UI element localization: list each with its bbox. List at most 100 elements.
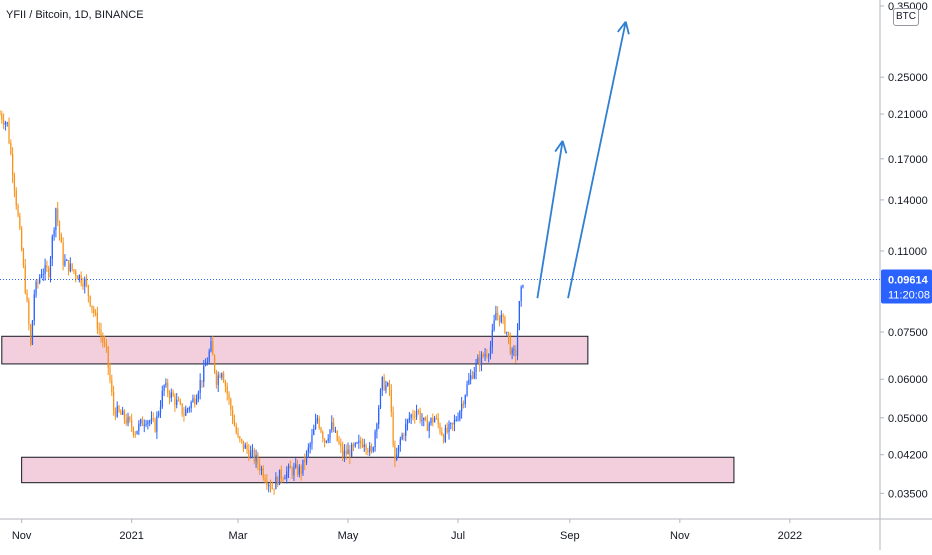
candle-body <box>480 353 483 366</box>
candle-body <box>334 430 337 432</box>
candle-body <box>482 353 484 357</box>
candle-body <box>331 422 333 430</box>
last-price-countdown: 11:20:08 <box>888 289 930 301</box>
candle-body <box>284 478 286 480</box>
candle-body <box>441 431 443 436</box>
candle-body <box>105 343 108 347</box>
candle-body <box>64 260 66 266</box>
candle-body <box>372 447 374 452</box>
candle-body <box>103 342 106 344</box>
candle-body <box>91 305 93 309</box>
candle-body <box>17 205 19 216</box>
x-tick-label: Nov <box>12 530 32 542</box>
candle-body <box>291 468 293 476</box>
candle-body <box>511 349 513 354</box>
candle-body <box>145 423 147 425</box>
x-tick-label: 2022 <box>778 530 802 542</box>
candle-body <box>87 285 89 296</box>
candle-body <box>253 449 255 462</box>
x-tick-label: 2021 <box>119 530 143 542</box>
candle-body <box>217 375 219 385</box>
candle-body <box>327 438 329 441</box>
candle-body <box>260 468 263 471</box>
candle-body <box>358 440 360 443</box>
candle-body <box>314 420 317 429</box>
candle-body <box>118 406 120 412</box>
candle-body <box>352 444 355 447</box>
x-tick-label: Jul <box>451 530 465 542</box>
candle-body <box>107 346 109 368</box>
candle-body <box>33 294 35 321</box>
candle-body <box>369 446 371 453</box>
candle-body <box>332 422 335 432</box>
candle-body <box>98 328 100 330</box>
candle-body <box>82 283 84 287</box>
candle-body <box>491 329 493 347</box>
candle-body <box>444 427 447 442</box>
candle-body <box>280 469 282 479</box>
candle-body <box>4 122 7 125</box>
candle-body <box>71 263 73 270</box>
candle-body <box>242 440 245 449</box>
candle-body <box>102 336 104 343</box>
candle-body <box>506 331 508 333</box>
candle-body <box>212 340 214 356</box>
candle-body <box>147 421 149 424</box>
candle-body <box>150 418 153 422</box>
candle-body <box>2 119 5 125</box>
candle-body <box>239 436 241 440</box>
y-tick-label: 0.03500 <box>888 488 928 500</box>
candle-body <box>259 464 261 471</box>
candle-body <box>439 424 441 432</box>
candle-body <box>500 314 502 323</box>
x-tick-label: Nov <box>670 530 690 542</box>
candle-body <box>183 414 185 416</box>
candle-body <box>338 440 340 444</box>
candle-body <box>67 260 70 272</box>
candle-body <box>213 355 216 372</box>
candle-body <box>1 114 3 120</box>
candle-body <box>174 396 176 405</box>
candle-body <box>367 450 369 453</box>
candle-body <box>394 445 396 460</box>
candle-body <box>215 371 218 385</box>
candle-body <box>468 379 470 385</box>
candle-body <box>486 354 488 356</box>
candle-body <box>390 389 392 412</box>
candle-body <box>345 450 347 455</box>
y-tick-label: 0.04200 <box>888 450 928 462</box>
candle-body <box>298 466 300 475</box>
candle-body <box>22 250 25 266</box>
candle-body <box>109 367 111 381</box>
candle-body <box>435 417 438 419</box>
last-price-badge <box>881 269 932 304</box>
candle-body <box>381 376 383 390</box>
candle-body <box>412 414 414 417</box>
candle-body <box>278 469 281 485</box>
candle-body <box>248 449 250 458</box>
candle-body <box>114 410 117 417</box>
candle-body <box>159 406 162 414</box>
candle-body <box>356 442 358 444</box>
candle-body <box>432 418 434 423</box>
candle-body <box>509 337 511 354</box>
candle-body <box>15 190 17 206</box>
candle-body <box>246 444 248 450</box>
candle-body <box>473 372 475 379</box>
support-zone-2 <box>21 456 735 484</box>
candle-body <box>307 447 309 452</box>
candle-body <box>329 429 331 439</box>
candle-body <box>203 366 205 382</box>
candle-body <box>282 478 284 480</box>
candle-body <box>226 386 228 394</box>
candle-body <box>522 284 524 288</box>
candle-body <box>132 427 135 435</box>
candle-body <box>37 282 39 284</box>
currency-badge[interactable]: BTC <box>893 8 919 26</box>
candle-body <box>255 454 257 462</box>
candle-body <box>111 380 113 393</box>
candle-body <box>293 467 295 476</box>
candle-body <box>163 385 165 391</box>
